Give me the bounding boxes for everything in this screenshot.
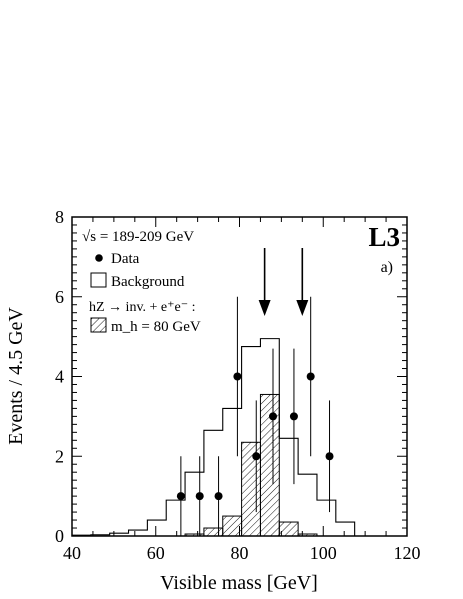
y-axis-label: Events / 4.5 GeV: [5, 307, 27, 445]
process-label: hZ → inv. + e⁺e⁻ :: [89, 300, 196, 315]
x-axis-label: Visible mass [GeV]: [160, 572, 318, 594]
data-points: [176, 296, 334, 536]
legend: Data Background hZ → inv. + e⁺e⁻ : m_h =…: [89, 251, 201, 335]
signal-bar: [203, 527, 224, 537]
panel-label: a): [381, 259, 393, 276]
energy-label: √s = 189-209 GeV: [82, 229, 194, 245]
signal-bar: [278, 521, 299, 537]
x-tick-label: 40: [63, 543, 81, 563]
data-point: [195, 492, 204, 501]
plot-frame: [71, 216, 408, 537]
data-point: [289, 412, 298, 421]
signal-histogram: [184, 393, 318, 537]
data-point: [214, 492, 223, 501]
x-tick-label: 60: [147, 543, 165, 563]
arrow-head: [296, 300, 309, 316]
y-tick-label: 0: [55, 526, 64, 546]
selection-arrows: [258, 248, 309, 316]
legend-data-label: Data: [111, 251, 140, 267]
y-tick-label: 4: [55, 367, 64, 387]
legend-data-marker: [95, 254, 103, 262]
data-point: [306, 372, 315, 381]
x-tick-label: 80: [231, 543, 249, 563]
background-bar: [71, 338, 407, 537]
legend-signal-label: m_h = 80 GeV: [111, 319, 201, 335]
data-point: [252, 452, 261, 461]
y-tick-label: 8: [55, 207, 64, 227]
data-point: [176, 492, 185, 501]
data-point: [325, 452, 334, 461]
y-tick-label: 2: [55, 446, 64, 466]
x-tick-label: 100: [310, 543, 337, 563]
experiment-label: L3: [368, 222, 400, 252]
background-histogram: [71, 338, 407, 537]
legend-background-label: Background: [111, 274, 185, 290]
signal-bar: [222, 515, 243, 537]
x-tick-label: 120: [394, 543, 421, 563]
data-point: [269, 412, 277, 421]
legend-signal-marker: [90, 317, 107, 333]
legend-background-marker: [90, 272, 107, 288]
axis-ticks: 40 60 80 100 120 0 2 4 6 8: [55, 207, 421, 563]
arrow-head: [258, 300, 271, 316]
data-point: [233, 372, 242, 381]
y-tick-label: 6: [55, 287, 64, 307]
